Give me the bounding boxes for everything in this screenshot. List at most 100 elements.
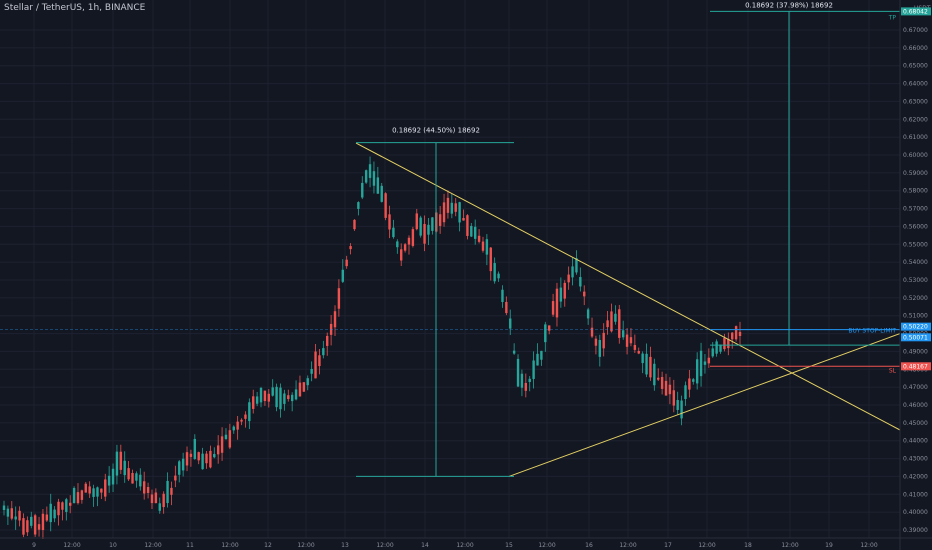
candle-body — [520, 373, 524, 388]
candle-body — [158, 503, 161, 511]
tp-label: TP — [888, 14, 897, 21]
candle-body — [579, 277, 582, 287]
candle-body — [462, 218, 465, 221]
candle-body — [166, 480, 169, 504]
candle-body — [415, 213, 418, 230]
candle-body — [625, 334, 629, 347]
candle-body — [240, 419, 243, 422]
candle-body — [559, 287, 563, 302]
candle-body — [446, 197, 450, 213]
candle-body — [72, 488, 76, 504]
candle-body — [364, 170, 368, 183]
x-tick-label: 12 — [264, 542, 272, 549]
candle-body — [162, 493, 165, 508]
candle-body — [547, 325, 551, 331]
candle-body — [450, 202, 454, 214]
sl-label: SL — [889, 367, 897, 374]
x-tick-label: 12:00 — [619, 542, 636, 549]
candle-body — [170, 487, 173, 495]
candle-body — [407, 237, 411, 245]
candle-body — [22, 518, 25, 535]
candle-body — [411, 229, 415, 246]
candle-body — [123, 460, 126, 476]
candle-body — [197, 452, 200, 461]
candle-body — [76, 492, 80, 504]
candle-body — [692, 379, 695, 382]
candle-body — [571, 266, 574, 278]
y-tick-label: 0.55000 — [903, 241, 928, 248]
y-tick-label: 0.52000 — [903, 295, 928, 302]
candle-body — [252, 396, 255, 409]
candle-body — [583, 291, 586, 297]
candle-body — [431, 217, 434, 231]
candle-body — [684, 385, 687, 400]
candle-body — [528, 378, 531, 382]
candle-body — [403, 244, 407, 251]
price-tag-bg — [901, 333, 931, 342]
candle-body — [287, 395, 290, 400]
candle-body — [738, 331, 742, 337]
x-tick-label: 12:00 — [456, 542, 473, 549]
candle-body — [664, 380, 668, 396]
candlesticks — [2, 156, 742, 539]
candle-body — [555, 288, 559, 318]
candle-body — [61, 502, 64, 510]
candle-body — [181, 458, 185, 471]
candle-body — [279, 387, 282, 410]
y-tick-label: 0.54000 — [903, 259, 928, 266]
x-tick-label: 12:00 — [698, 542, 715, 549]
candle-body — [263, 390, 267, 402]
candle-body — [734, 326, 738, 340]
x-tick-label: 14 — [421, 542, 429, 549]
candle-body — [442, 202, 446, 223]
candle-body — [107, 475, 111, 486]
candle-body — [641, 353, 644, 364]
candle-body — [205, 453, 208, 464]
candle-body — [30, 516, 33, 526]
candle-body — [41, 513, 45, 530]
candle-body — [606, 320, 609, 328]
candle-body — [341, 269, 344, 282]
candle-body — [361, 182, 364, 198]
candle-body — [660, 377, 664, 389]
candle-body — [236, 421, 239, 430]
candle-body — [146, 487, 150, 493]
x-tick-label: 16 — [585, 542, 593, 549]
candle-body — [524, 382, 528, 391]
candle-body — [310, 368, 313, 374]
x-tick-label: 18 — [744, 542, 752, 549]
candle-body — [567, 274, 570, 283]
x-tick-label: 12:00 — [376, 542, 393, 549]
candle-body — [497, 273, 500, 279]
candle-body — [610, 311, 613, 332]
candle-body — [275, 386, 278, 408]
candle-body — [680, 400, 683, 419]
candle-body — [586, 309, 590, 319]
x-tick-label: 17 — [664, 542, 672, 549]
y-tick-label: 0.56000 — [903, 223, 928, 230]
candle-body — [695, 359, 699, 384]
trendline-ascending — [508, 333, 901, 477]
candle-body — [201, 453, 204, 470]
candle-body — [213, 453, 216, 458]
candle-body — [255, 396, 259, 404]
measure-label: 0.18692 (44.50%) 18692 — [392, 127, 480, 135]
candle-body — [209, 450, 212, 468]
symbol-title: Stellar / TetherUS, 1h, BINANCE — [4, 3, 146, 13]
candle-body — [326, 335, 329, 346]
x-tick-label: 19 — [825, 542, 833, 549]
candle-body — [88, 486, 91, 494]
candle-body — [6, 508, 10, 517]
candle-body — [174, 475, 177, 481]
y-tick-label: 0.41000 — [903, 491, 928, 498]
candle-body — [104, 479, 107, 497]
candle-body — [224, 434, 228, 440]
x-tick-label: 13 — [341, 542, 349, 549]
y-tick-label: 0.58000 — [903, 188, 928, 195]
candle-body — [575, 258, 578, 273]
candle-body — [536, 353, 539, 366]
candle-body — [244, 414, 247, 419]
candle-body — [380, 185, 383, 202]
candle-body — [33, 515, 37, 535]
